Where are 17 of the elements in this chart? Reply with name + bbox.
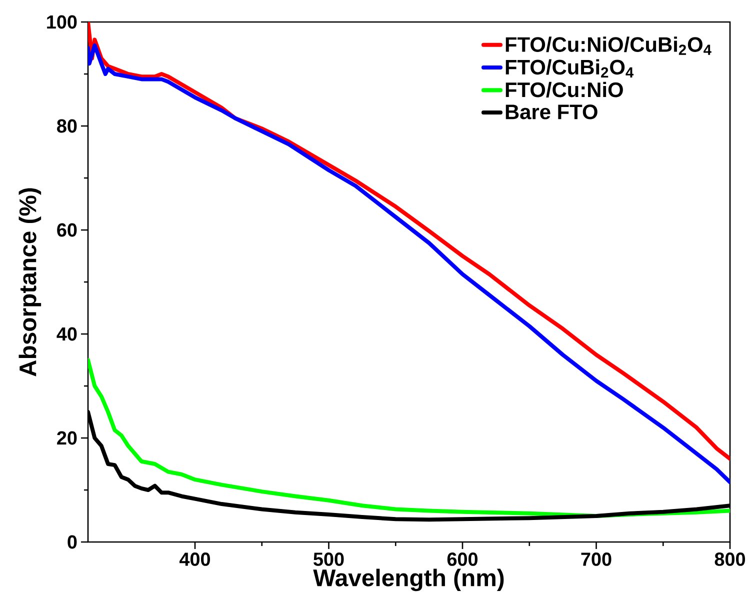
y-tick-label: 100 [47,15,77,29]
legend-label: FTO/CuBi$_{2}$O$_{4}$ [506,59,634,78]
legend-label: Bare FTO [506,104,598,120]
y-tick-label: 60 [57,223,77,237]
x-tick-label: 800 [714,552,746,566]
y-tick-label: 20 [57,431,77,445]
x-tick-label: 500 [314,552,344,566]
y-tick-label: 40 [56,327,77,341]
x-tick-label: 400 [179,552,210,566]
legend-label: FTO/Cu:NiO/CuBi$_{2}$O$_{4}$ [506,36,712,55]
x-tick-label: 600 [447,552,478,566]
y-tick-label: 0 [68,535,77,549]
x-axis-title: Wavelength (nm) [313,568,504,592]
y-tick-label: 80 [57,119,77,133]
y-axis-title: Absorptance (%) [18,188,42,376]
x-tick-label: 700 [581,552,612,566]
legend-label: FTO/Cu:NiO [506,82,623,98]
